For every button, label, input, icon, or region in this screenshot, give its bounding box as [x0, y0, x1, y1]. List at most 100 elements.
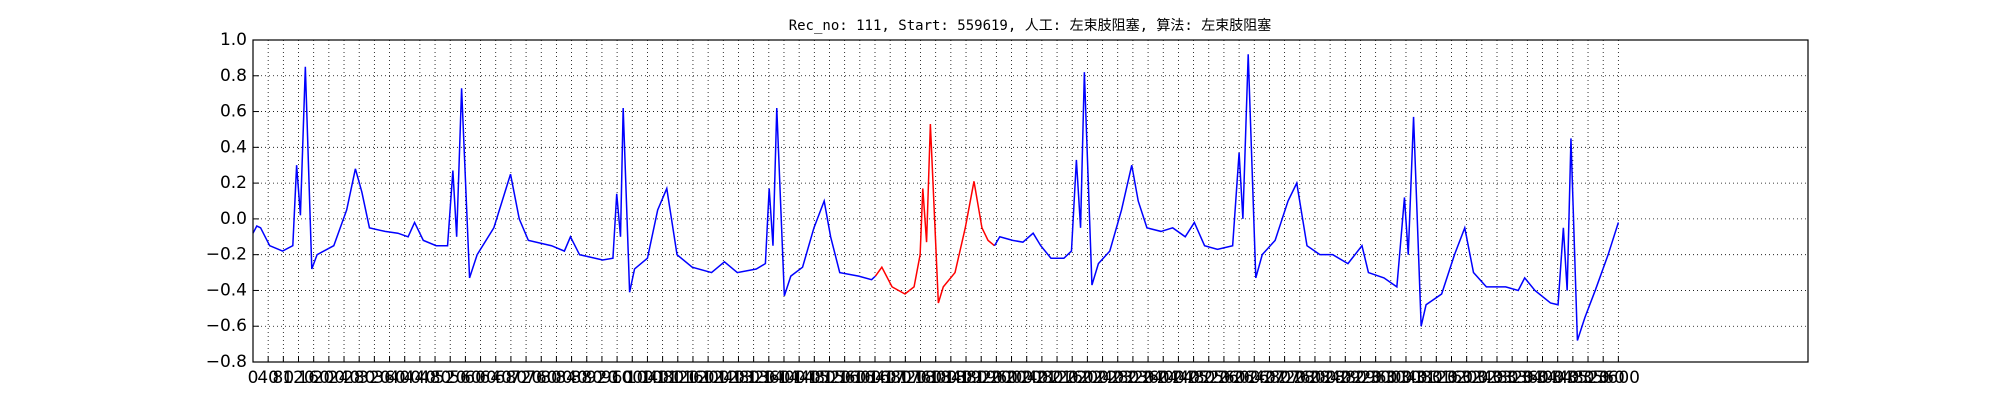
- x-tick-label: 1360: [747, 368, 790, 388]
- y-tick-label: 0.2: [220, 173, 247, 193]
- x-tick-label: 3560: [1582, 368, 1625, 388]
- x-tick-label: 2000: [990, 368, 1033, 388]
- x-tick-label: 200: [313, 368, 345, 388]
- x-tick-label: 960: [601, 368, 633, 388]
- x-tick-label: 3320: [1491, 368, 1534, 388]
- y-tick-label: 0.6: [220, 102, 247, 122]
- x-tick-label: 2880: [1324, 368, 1367, 388]
- x-tick-label: 3600: [1597, 368, 1640, 388]
- x-tick-label: 520: [434, 368, 466, 388]
- x-tick-label: 320: [358, 368, 390, 388]
- x-tick-label: 2360: [1126, 368, 1169, 388]
- x-tick-label: 1400: [762, 368, 805, 388]
- x-tick-label: 840: [555, 368, 587, 388]
- ecg-line: [252, 66, 876, 297]
- x-tick-label: 3480: [1551, 368, 1594, 388]
- x-tick-label: 2960: [1354, 368, 1397, 388]
- x-tick-label: 2480: [1172, 368, 1215, 388]
- x-tick-label: 2400: [1142, 368, 1185, 388]
- x-tick-label: 0: [248, 368, 259, 388]
- x-tick-label: 3080: [1400, 368, 1443, 388]
- x-tick-label: 2160: [1051, 368, 1094, 388]
- plot-frame: [252, 39, 1809, 363]
- x-tick-label: 1280: [717, 368, 760, 388]
- x-tick-label: 880: [571, 368, 603, 388]
- x-tick-label: 2680: [1248, 368, 1291, 388]
- tick-labels: −0.8−0.6−0.4−0.20.00.20.40.60.81.0040801…: [206, 30, 1640, 388]
- x-tick-label: 560: [449, 368, 481, 388]
- x-tick-label: 280: [343, 368, 375, 388]
- x-tick-label: 2520: [1187, 368, 1230, 388]
- x-tick-label: 800: [540, 368, 572, 388]
- x-tick-label: 1720: [884, 368, 927, 388]
- x-tick-label: 3440: [1536, 368, 1579, 388]
- x-tick-label: 3280: [1475, 368, 1518, 388]
- x-tick-label: 3120: [1415, 368, 1458, 388]
- x-tick-label: 2280: [1096, 368, 1139, 388]
- y-tick-label: −0.4: [206, 280, 247, 300]
- chart-title: Rec_no: 111, Start: 559619, 人工: 左束肢阻塞, 算…: [789, 17, 1272, 34]
- y-tick-label: −0.2: [206, 245, 247, 265]
- x-tick-label: 3520: [1566, 368, 1609, 388]
- x-tick-label: 3400: [1521, 368, 1564, 388]
- y-tick-label: 0.4: [220, 137, 247, 157]
- x-tick-label: 2240: [1081, 368, 1124, 388]
- x-tick-label: 1120: [656, 368, 699, 388]
- x-tick-label: 1760: [899, 368, 942, 388]
- x-tick-label: 440: [404, 368, 436, 388]
- x-tick-label: 3360: [1506, 368, 1549, 388]
- x-tick-label: 120: [282, 368, 314, 388]
- x-tick-label: 1960: [975, 368, 1018, 388]
- x-tick-label: 1320: [732, 368, 775, 388]
- x-tick-label: 1800: [914, 368, 957, 388]
- x-tick-label: 400: [388, 368, 420, 388]
- x-tick-label: 1200: [686, 368, 729, 388]
- x-tick-label: 1160: [671, 368, 714, 388]
- x-tick-label: 40: [257, 368, 279, 388]
- x-tick-label: 3040: [1384, 368, 1427, 388]
- y-tick-label: −0.8: [206, 352, 247, 372]
- lines: [252, 54, 1620, 341]
- x-tick-label: 2040: [1005, 368, 1048, 388]
- ecg-line: [993, 54, 1620, 341]
- x-tick-label: 360: [373, 368, 405, 388]
- x-tick-label: 2720: [1263, 368, 1306, 388]
- grid: [252, 39, 1808, 363]
- x-tick-label: 1040: [626, 368, 669, 388]
- x-tick-label: 1640: [853, 368, 896, 388]
- y-tick-label: 0.8: [220, 66, 247, 86]
- x-tick-label: 240: [328, 368, 360, 388]
- x-tick-label: 3160: [1430, 368, 1473, 388]
- x-tick-label: 2840: [1308, 368, 1351, 388]
- ecg-line: [874, 124, 995, 304]
- x-tick-label: 2640: [1233, 368, 1276, 388]
- x-tick-label: 1440: [778, 368, 821, 388]
- x-tick-label: 920: [586, 368, 618, 388]
- x-tick-label: 2120: [1035, 368, 1078, 388]
- x-tick-label: 1920: [960, 368, 1003, 388]
- x-tick-label: 2760: [1278, 368, 1321, 388]
- x-tick-label: 1880: [944, 368, 987, 388]
- x-tick-label: 1560: [823, 368, 866, 388]
- x-tick-label: 640: [480, 368, 512, 388]
- x-tick-label: 1680: [869, 368, 912, 388]
- x-tick-label: 1480: [793, 368, 836, 388]
- x-tick-label: 760: [525, 368, 557, 388]
- x-tick-label: 2200: [1066, 368, 1109, 388]
- x-tick-label: 3240: [1460, 368, 1503, 388]
- x-tick-label: 1600: [838, 368, 881, 388]
- x-tick-label: 2320: [1111, 368, 1154, 388]
- x-tick-label: 1240: [702, 368, 745, 388]
- x-tick-label: 1520: [808, 368, 851, 388]
- x-tick-label: 600: [464, 368, 496, 388]
- x-tick-label: 1840: [929, 368, 972, 388]
- x-tick-label: 2800: [1293, 368, 1336, 388]
- x-tick-label: 160: [297, 368, 329, 388]
- x-tick-label: 2080: [1020, 368, 1063, 388]
- x-tick-label: 2560: [1202, 368, 1245, 388]
- y-tick-label: 1.0: [220, 30, 247, 50]
- x-tick-label: 680: [495, 368, 527, 388]
- y-tick-label: 0.0: [220, 209, 247, 229]
